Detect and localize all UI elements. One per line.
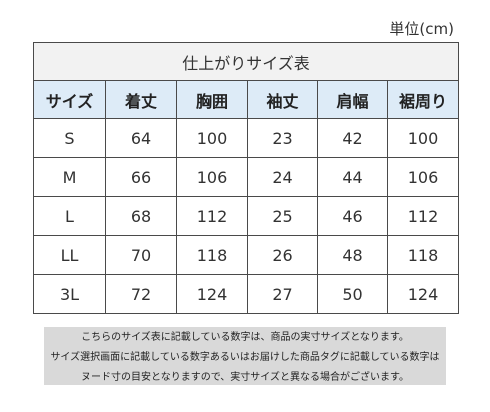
cell-sleeve: 27: [247, 274, 318, 314]
table-header-row: サイズ 着丈 胸囲 袖丈 肩幅 裾周り: [33, 80, 459, 119]
cell-hem: 112: [387, 196, 459, 236]
cell-chest: 106: [176, 157, 248, 197]
table-row: S 64 100 23 42 100: [33, 118, 459, 158]
cell-sleeve: 26: [247, 235, 318, 275]
cell-hem: 100: [387, 118, 459, 158]
size-note: こちらのサイズ表に記載している数字は、商品の実寸サイズとなります。 サイズ選択画…: [44, 327, 446, 385]
table-row: L 68 112 25 46 112: [33, 196, 459, 236]
cell-length: 66: [105, 157, 177, 197]
unit-label: 単位(cm): [389, 20, 454, 38]
table-row: LL 70 118 26 48 118: [33, 235, 459, 275]
cell-size: L: [33, 196, 106, 236]
note-line: サイズ選択画面に記載している数字あるいはお届けした商品タグに記載している数字は: [50, 352, 440, 363]
cell-shoulder: 42: [317, 118, 388, 158]
cell-length: 68: [105, 196, 177, 236]
table-row: 3L 72 124 27 50 124: [33, 274, 459, 314]
cell-hem: 118: [387, 235, 459, 275]
note-line: ヌード寸の目安となりますので、実寸サイズと異なる場合がございます。: [81, 372, 409, 383]
header-length: 着丈: [105, 80, 177, 119]
cell-shoulder: 44: [317, 157, 388, 197]
cell-size: S: [33, 118, 106, 158]
cell-size: LL: [33, 235, 106, 275]
cell-hem: 124: [387, 274, 459, 314]
cell-shoulder: 50: [317, 274, 388, 314]
table-title: 仕上がりサイズ表: [33, 42, 459, 81]
cell-chest: 112: [176, 196, 248, 236]
cell-sleeve: 23: [247, 118, 318, 158]
header-sleeve: 袖丈: [247, 80, 318, 119]
cell-length: 64: [105, 118, 177, 158]
cell-size: 3L: [33, 274, 106, 314]
note-line: こちらのサイズ表に記載している数字は、商品の実寸サイズとなります。: [81, 332, 409, 343]
cell-chest: 118: [176, 235, 248, 275]
cell-size: M: [33, 157, 106, 197]
cell-shoulder: 48: [317, 235, 388, 275]
cell-chest: 124: [176, 274, 248, 314]
cell-length: 72: [105, 274, 177, 314]
header-shoulder: 肩幅: [317, 80, 388, 119]
table-row: M 66 106 24 44 106: [33, 157, 459, 197]
cell-length: 70: [105, 235, 177, 275]
cell-sleeve: 25: [247, 196, 318, 236]
size-table: 仕上がりサイズ表 サイズ 着丈 胸囲 袖丈 肩幅 裾周り S 64 100 23…: [33, 42, 459, 314]
header-hem: 裾周り: [387, 80, 459, 119]
table-title-row: 仕上がりサイズ表: [33, 42, 459, 81]
cell-sleeve: 24: [247, 157, 318, 197]
cell-hem: 106: [387, 157, 459, 197]
cell-shoulder: 46: [317, 196, 388, 236]
cell-chest: 100: [176, 118, 248, 158]
header-size: サイズ: [33, 80, 106, 119]
header-chest: 胸囲: [176, 80, 248, 119]
